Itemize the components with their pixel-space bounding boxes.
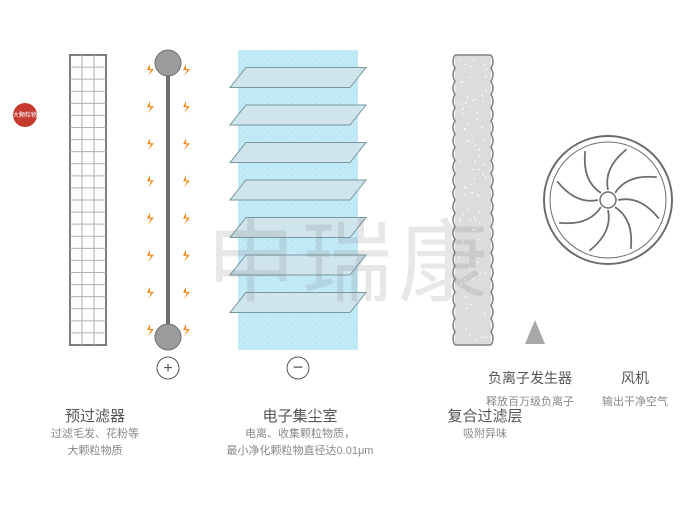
spark-icon (147, 175, 154, 187)
collector-label: 电子集尘室 电离、收集颗粒物质，最小净化颗粒物直径达0.01μm (200, 405, 400, 459)
collector-plate (230, 68, 366, 88)
spark-icon (183, 64, 190, 76)
collector-plate (230, 255, 366, 275)
fan-sub: 输出干净空气 (595, 394, 675, 411)
composite-body (455, 55, 491, 345)
composite-edge-left (453, 55, 455, 345)
collector-plate (230, 143, 366, 163)
ion-gen-sub: 释放百万级负离子 (470, 394, 590, 411)
spark-icon (183, 138, 190, 150)
spark-icon (147, 287, 154, 299)
composite-label: 复合过滤层 吸附异味 (430, 405, 540, 443)
spark-icon (183, 250, 190, 262)
collector-sub: 电离、收集颗粒物质，最小净化颗粒物直径达0.01μm (200, 426, 400, 459)
spark-icon (147, 250, 154, 262)
collector-plate (230, 105, 366, 125)
composite-edge-right (491, 55, 493, 345)
spark-icon (183, 175, 190, 187)
ionizer-bar (166, 63, 170, 337)
spark-icon (183, 324, 190, 336)
prefilter-title: 预过滤器 (40, 405, 150, 426)
fan-hub (600, 192, 616, 208)
spark-icon (183, 101, 190, 113)
particle-label: 大颗粒物 (13, 111, 37, 119)
prefilter-sub: 过滤毛发、花粉等大颗粒物质 (40, 426, 150, 459)
ionizer-cap-top (155, 50, 181, 76)
prefilter-label: 预过滤器 过滤毛发、花粉等大颗粒物质 (40, 405, 150, 459)
ion-gen-title: 负离子发生器 (470, 368, 590, 388)
ionizer-cap-bottom (155, 324, 181, 350)
spark-icon (147, 213, 154, 225)
spark-icon (183, 287, 190, 299)
spark-icon (147, 324, 154, 336)
ion-arrow-icon (525, 320, 545, 344)
spark-icon (147, 64, 154, 76)
collector-plate (230, 180, 366, 200)
diagram-stage: 大颗粒物+− 申瑞康 预过滤器 过滤毛发、花粉等大颗粒物质 电子集尘室 电离、收… (0, 0, 700, 510)
composite-sub: 吸附异味 (430, 426, 540, 443)
spark-icon (147, 101, 154, 113)
collector-plate (230, 218, 366, 238)
ion-gen-label: 负离子发生器 释放百万级负离子 (470, 368, 590, 411)
spark-icon (183, 213, 190, 225)
collector-title: 电子集尘室 (200, 405, 400, 426)
minus-label: − (293, 357, 304, 377)
fan-label: 风机 输出干净空气 (595, 368, 675, 411)
collector-plate (230, 293, 366, 313)
spark-icon (147, 138, 154, 150)
plus-label: + (163, 360, 172, 377)
fan-title: 风机 (595, 368, 675, 388)
